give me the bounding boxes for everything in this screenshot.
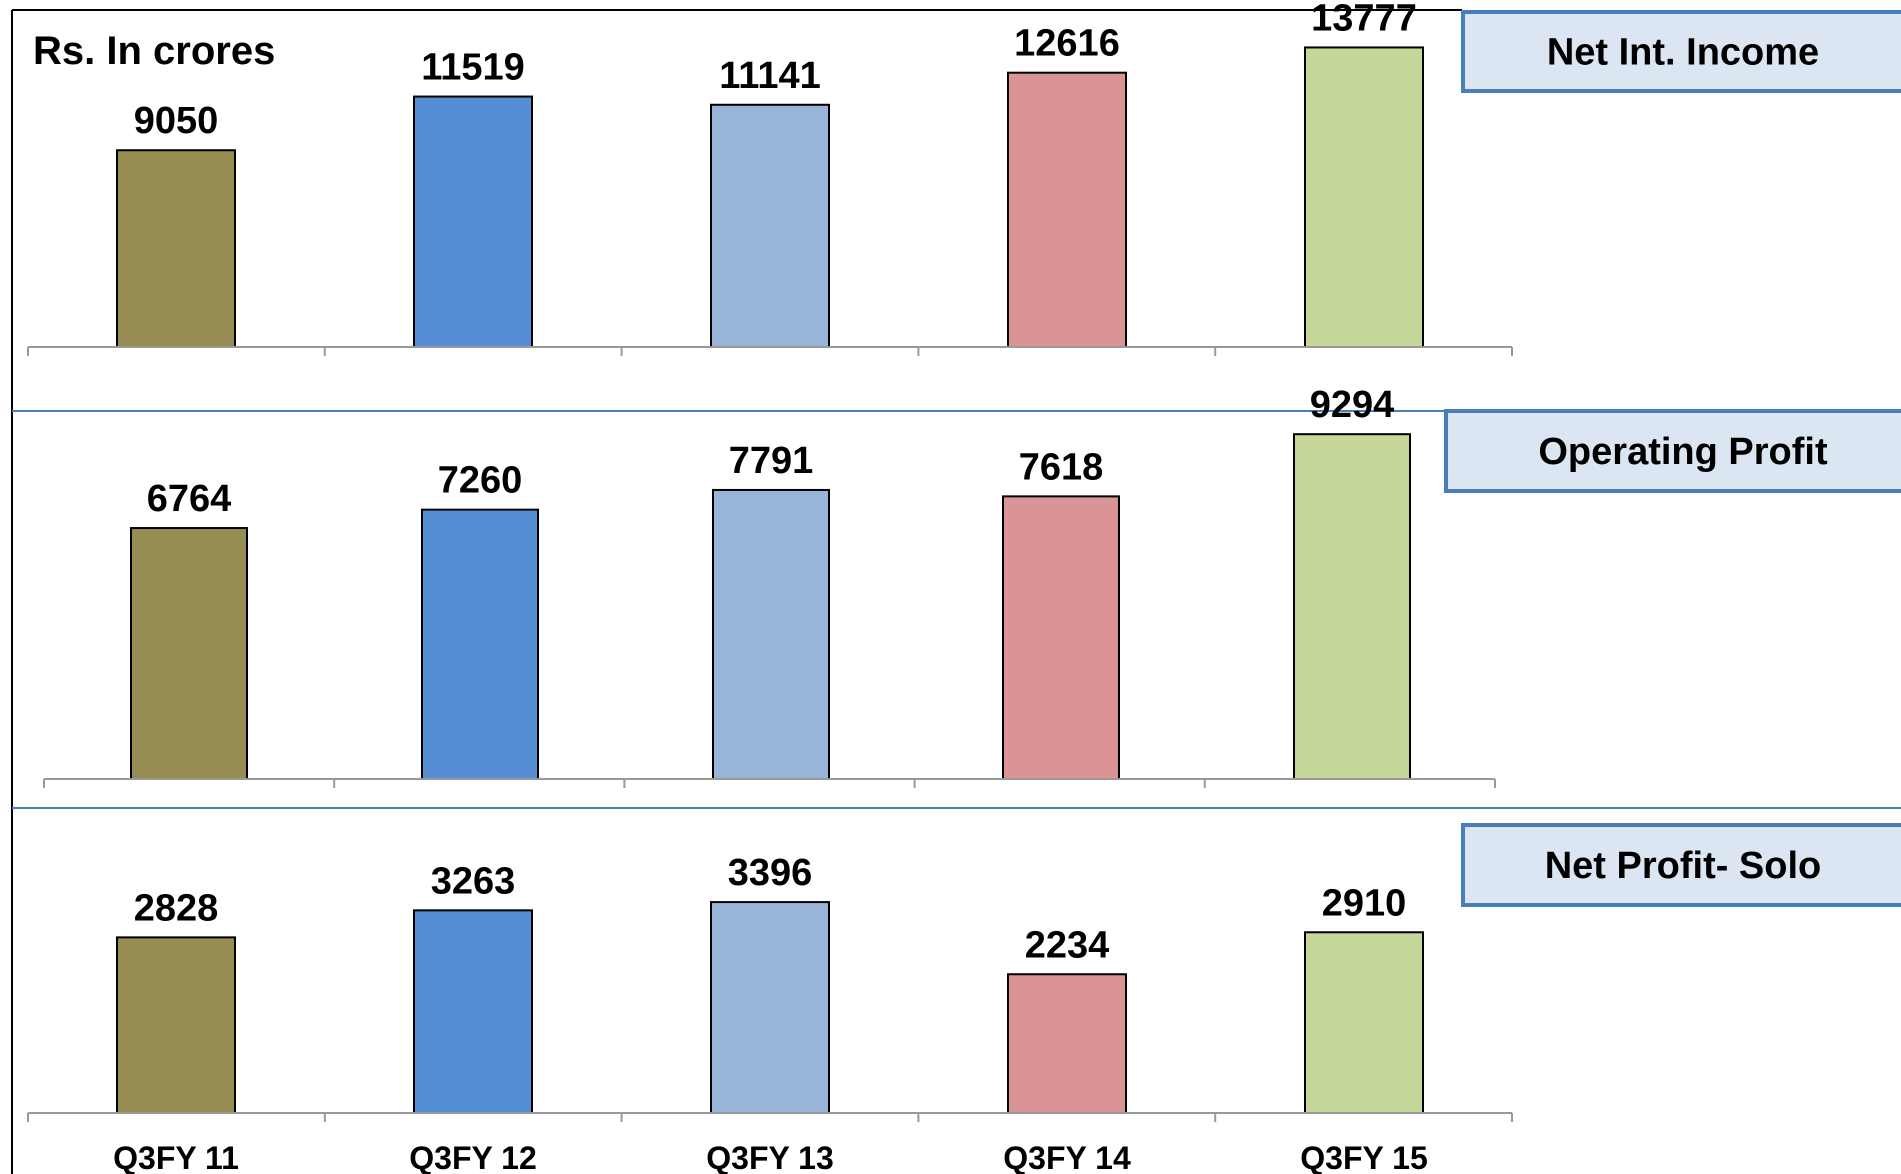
bar-value-label: 13777	[1311, 0, 1417, 39]
bar-value-label: 7791	[729, 440, 814, 482]
chart-title: Operating Profit	[1538, 431, 1828, 473]
bar-value-label: 2910	[1322, 882, 1407, 924]
chart-title-box	[1444, 409, 1901, 493]
chart-net-profit-solo: Net Profit- Solo 2828 3263 3396 2234 2910 Q3FY…	[27, 823, 1901, 1174]
bar-q3fy-11	[130, 527, 248, 780]
bar-q3fy-12	[413, 95, 533, 348]
bar-value-label: 2828	[134, 887, 219, 929]
bar-q3fy-14	[1002, 495, 1120, 780]
bar-q3fy-11	[116, 149, 236, 348]
bar-q3fy-15	[1293, 433, 1411, 780]
bar-value-label: 3396	[728, 852, 813, 894]
bar-value-label: 7260	[438, 460, 523, 502]
bar-value-label: 9294	[1310, 384, 1395, 426]
x-tick-label: Q3FY 12	[409, 1140, 536, 1174]
bar-value-label: 7618	[1019, 446, 1104, 488]
bar-q3fy-15	[1304, 931, 1424, 1114]
bar-value-label: 2234	[1025, 924, 1110, 966]
chart-title: Net Profit- Solo	[1545, 845, 1822, 887]
bar-q3fy-12	[413, 909, 533, 1114]
bar-value-label: 11141	[719, 55, 820, 97]
x-tick-label: Q3FY 13	[706, 1140, 833, 1174]
bar-q3fy-14	[1007, 973, 1127, 1114]
x-tick-label: Q3FY 15	[1300, 1140, 1427, 1174]
bar-value-label: 12616	[1014, 23, 1120, 65]
chart-operating-profit: Operating Profit 6764 7260 7791 7618 9294	[43, 384, 1901, 788]
x-tick-label: Q3FY 11	[113, 1140, 239, 1174]
bar-value-label: 9050	[134, 100, 219, 142]
bar-q3fy-11	[116, 936, 236, 1115]
bar-q3fy-14	[1007, 71, 1127, 349]
bar-q3fy-13	[710, 103, 830, 348]
bar-value-label: 11519	[421, 47, 525, 89]
bar-q3fy-12	[421, 508, 539, 780]
chart-title: Net Int. Income	[1547, 32, 1819, 74]
chart-title-box	[1461, 10, 1901, 93]
bar-value-label: 6764	[147, 478, 232, 520]
chart-title-box	[1461, 823, 1901, 907]
bar-q3fy-15	[1304, 46, 1424, 348]
chart-net-int-income: Net Int. Income 9050 11519 11141 12616 13777	[27, 0, 1901, 356]
x-tick-label: Q3FY 14	[1003, 1140, 1131, 1174]
unit-label: Rs. In crores	[33, 29, 275, 73]
bar-q3fy-13	[710, 901, 830, 1114]
bar-q3fy-13	[712, 488, 830, 780]
bar-value-label: 3263	[431, 860, 516, 902]
